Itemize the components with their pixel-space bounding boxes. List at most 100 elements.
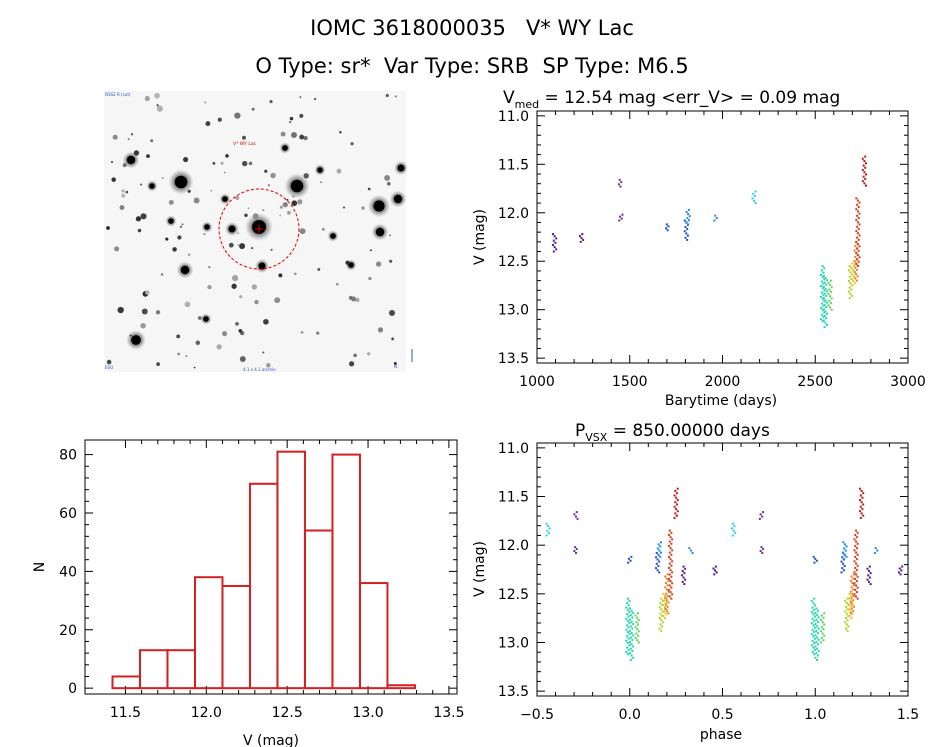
star xyxy=(377,327,384,333)
phased-point xyxy=(848,592,851,595)
lightcurve-ytick-label: 11.5 xyxy=(498,157,529,173)
phased-point xyxy=(630,555,633,558)
star xyxy=(150,139,154,143)
lightcurve-point xyxy=(829,306,832,309)
phased-point xyxy=(668,573,671,576)
star xyxy=(228,242,234,248)
phased-point xyxy=(849,599,852,602)
star xyxy=(204,224,210,230)
image-label-target: V* WY Lac xyxy=(233,141,257,147)
lightcurve-point xyxy=(619,215,622,218)
star xyxy=(110,160,114,164)
phased-point xyxy=(851,592,854,595)
phased-point xyxy=(576,517,579,520)
star xyxy=(140,322,146,329)
star xyxy=(313,97,317,101)
star xyxy=(389,234,391,237)
lightcurve-point xyxy=(821,309,824,312)
phased-point xyxy=(574,551,577,554)
phased-point xyxy=(854,533,857,536)
star xyxy=(208,266,211,269)
phased-point xyxy=(682,565,685,568)
phased-point xyxy=(820,630,823,633)
lightcurve-point xyxy=(826,279,829,282)
lightcurve-point xyxy=(855,197,858,200)
lightcurve-point xyxy=(822,319,825,322)
lightcurve-point xyxy=(857,216,860,219)
lightcurve-point xyxy=(822,274,825,277)
phased-point xyxy=(823,623,826,626)
phased-point xyxy=(813,615,816,618)
phased-point xyxy=(859,494,862,497)
star xyxy=(375,227,385,237)
star xyxy=(172,247,177,252)
star xyxy=(160,273,164,276)
phased-point xyxy=(660,597,663,600)
phased-point xyxy=(671,593,674,596)
phased-point xyxy=(816,632,819,635)
phased-point xyxy=(656,558,659,561)
star xyxy=(176,334,181,339)
star xyxy=(279,214,282,217)
star xyxy=(280,131,286,137)
lightcurve-point xyxy=(686,234,689,237)
phased-point xyxy=(855,591,858,594)
phased-xtick-label: 1.0 xyxy=(804,707,826,723)
lightcurve-point xyxy=(849,292,852,295)
phased-point xyxy=(815,618,818,621)
lightcurve-point xyxy=(686,217,689,220)
lightcurve-point xyxy=(856,247,859,250)
lightcurve-point xyxy=(863,182,866,185)
lightcurve-point xyxy=(854,255,857,258)
phased-point xyxy=(629,607,632,610)
star xyxy=(156,104,159,107)
star xyxy=(384,174,391,181)
phased-point xyxy=(668,584,671,587)
lightcurve-point xyxy=(855,230,858,233)
histogram-ytick-label: 20 xyxy=(59,623,77,639)
phased-point xyxy=(664,575,667,578)
phased-point xyxy=(663,610,666,613)
phased-point xyxy=(852,594,855,597)
phased-point xyxy=(849,601,852,604)
star xyxy=(225,154,229,158)
phased-point xyxy=(673,505,676,508)
lightcurve-point xyxy=(864,155,867,158)
lightcurve-point xyxy=(580,236,583,239)
phased-point xyxy=(814,611,817,614)
star xyxy=(203,316,209,322)
phased-point xyxy=(654,556,657,559)
star xyxy=(289,116,294,121)
phased-point xyxy=(731,534,734,537)
phased-point xyxy=(636,634,639,637)
star xyxy=(177,235,182,240)
histogram-ytick-label: 80 xyxy=(59,448,77,464)
phased-point xyxy=(628,644,631,647)
histogram-xlabel: V (mag) xyxy=(243,733,299,747)
lightcurve-point xyxy=(823,292,826,295)
phased-point xyxy=(655,551,658,554)
phased-point xyxy=(626,597,629,600)
phased-point xyxy=(667,555,670,558)
lightcurve-point xyxy=(858,234,861,237)
phased-point xyxy=(816,625,819,628)
phased-point xyxy=(670,553,673,556)
phased-point xyxy=(664,607,667,610)
phased-point xyxy=(629,559,632,562)
phased-point xyxy=(665,582,668,585)
phased-point xyxy=(545,534,548,537)
phased-point xyxy=(847,614,850,617)
phased-point xyxy=(658,606,661,609)
phased-point xyxy=(659,612,662,615)
phased-point xyxy=(663,595,666,598)
phased-point xyxy=(575,548,578,551)
phased-point xyxy=(856,586,859,589)
phased-point xyxy=(859,498,862,501)
phased-point xyxy=(855,558,858,561)
lightcurve-ytick-label: 13.5 xyxy=(498,351,529,367)
phased-point xyxy=(634,614,637,617)
star xyxy=(393,362,397,365)
phased-point xyxy=(868,576,871,579)
phased-point xyxy=(671,538,674,541)
phased-point xyxy=(845,623,848,626)
